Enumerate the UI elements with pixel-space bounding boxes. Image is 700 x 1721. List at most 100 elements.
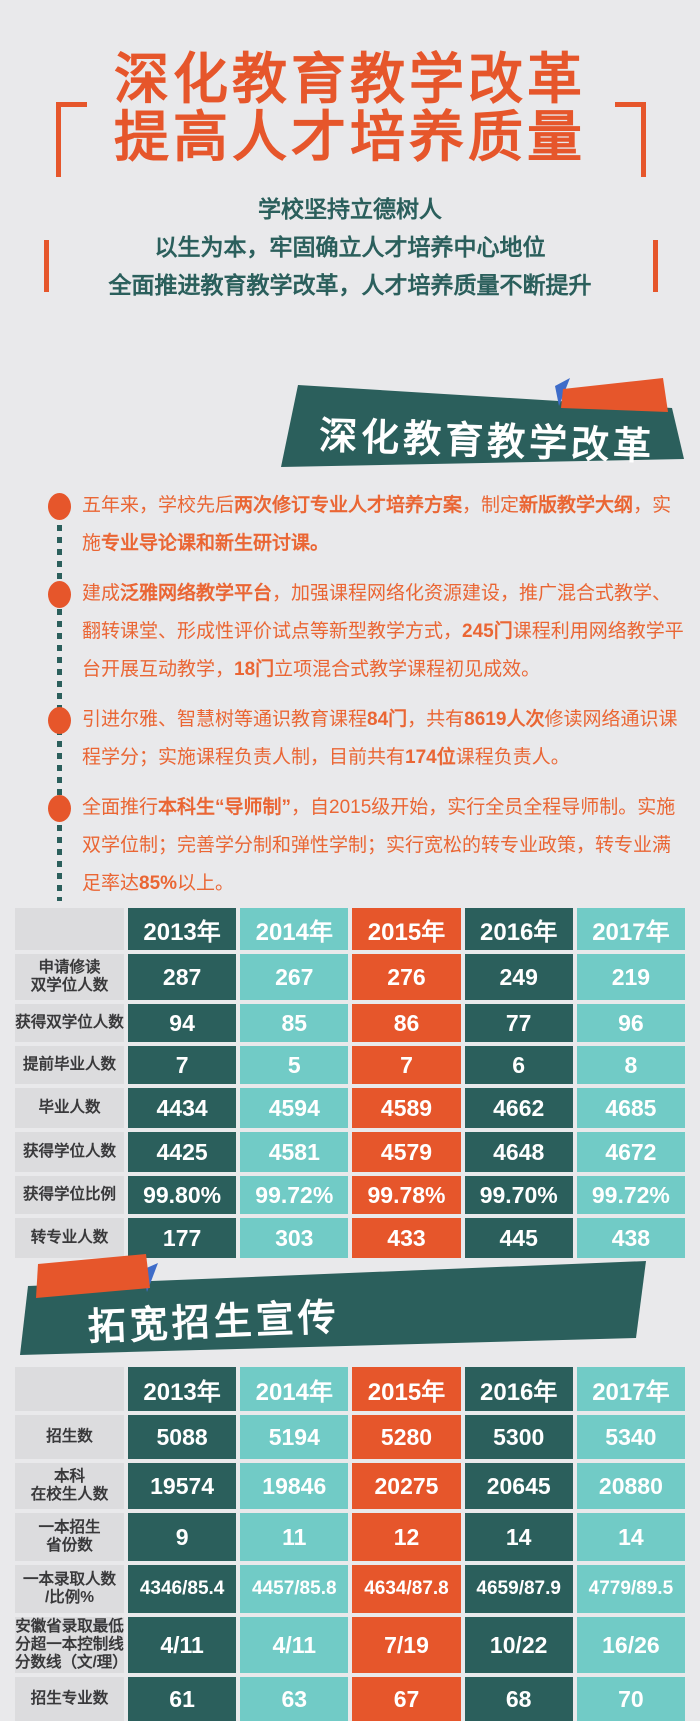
value-cell: 5280	[352, 1415, 461, 1459]
table-corner-cell	[15, 1367, 124, 1411]
value-cell: 10/22	[464, 1617, 573, 1673]
table-row: 获得学位比例 99.80% 99.72% 99.78% 99.70% 99.72%	[15, 1176, 685, 1214]
table-corner-cell	[15, 908, 124, 950]
page-title-line1: 深化教育教学改革	[113, 48, 586, 110]
value-cell: 68	[464, 1677, 573, 1721]
value-cell: 11	[240, 1513, 349, 1561]
value-cell: 4659/87.9	[464, 1565, 573, 1613]
value-cell: 67	[352, 1677, 461, 1721]
enrollment-table: 2013年 2014年 2015年 2016年 2017年 招生数 5088 5194 5280…	[15, 1367, 685, 1721]
frame-bar-bottom-right	[653, 240, 658, 292]
subtitle-line: 全面推进教育教学改革，人才培养质量不断提升	[108, 272, 592, 298]
bullet-dot-icon	[48, 493, 71, 520]
subtitle-line: 以生为本，牢固确立人才培养中心地位	[154, 234, 546, 260]
value-cell: 99.72%	[576, 1176, 685, 1214]
value-cell: 5194	[240, 1415, 349, 1459]
year-header-cell: 2016年	[464, 908, 573, 950]
value-cell: 4/11	[240, 1617, 349, 1673]
page-title-line2: 提高人才培养质量	[113, 106, 586, 168]
value-cell: 99.72%	[240, 1176, 349, 1214]
value-cell: 99.78%	[352, 1176, 461, 1214]
enrollment-banner: 拓宽招生宣传	[20, 1254, 646, 1355]
value-cell: 4648	[464, 1132, 573, 1172]
value-cell: 4589	[352, 1088, 461, 1128]
value-cell: 20880	[576, 1463, 685, 1509]
value-cell: 7	[352, 1046, 461, 1084]
table-row: 转专业人数 177 303 433 445 438	[15, 1218, 685, 1258]
bullet-dot-icon	[48, 795, 71, 822]
bullet-item: 五年来，学校先后两次修订专业人才培养方案，制定新版教学大纲，实施专业导论课和新生…	[40, 487, 688, 563]
bullet-item: 建成泛雅网络教学平台，加强课程网络化资源建设，推广混合式教学、翻转课堂、形成性评…	[40, 575, 688, 689]
value-cell: 99.80%	[128, 1176, 237, 1214]
year-header-cell: 2015年	[352, 1367, 461, 1411]
value-cell: 5340	[576, 1415, 685, 1459]
value-cell: 445	[464, 1218, 573, 1258]
value-cell: 4346/85.4	[128, 1565, 237, 1613]
reform-banner: 深化教育教学改革	[281, 378, 684, 469]
bullet-item: 全面推行本科生“导师制”，自2015级开始，实行全员全程导师制。实施双学位制；完…	[40, 789, 688, 903]
row-label-cell: 招生专业数	[15, 1677, 124, 1721]
value-cell: 61	[128, 1677, 237, 1721]
year-header-cell: 2014年	[240, 1367, 349, 1411]
table-row: 招生数 5088 5194 5280 5300 5340	[15, 1415, 685, 1459]
value-cell: 70	[576, 1677, 685, 1721]
value-cell: 77	[464, 1004, 573, 1042]
value-cell: 4581	[240, 1132, 349, 1172]
bullet-dot-icon	[48, 707, 71, 734]
value-cell: 4672	[576, 1132, 685, 1172]
frame-corner-top-right	[615, 102, 646, 177]
table-row: 一本录取人数 /比例% 4346/85.4 4457/85.8 4634/87.8 46…	[15, 1565, 685, 1613]
bullet-text: 引进尔雅、智慧树等通识教育课程84门，共有8619人次修读网络通识课程学分；实施…	[82, 709, 678, 768]
row-label-cell: 申请修读 双学位人数	[15, 954, 124, 1000]
frame-bar-bottom-left	[44, 240, 49, 292]
table-row: 获得学位人数 4425 4581 4579 4648 4672	[15, 1132, 685, 1172]
value-cell: 438	[576, 1218, 685, 1258]
table-row: 提前毕业人数 7 5 7 6 8	[15, 1046, 685, 1084]
reform-bullet-list: 五年来，学校先后两次修订专业人才培养方案，制定新版教学大纲，实施专业导论课和新生…	[40, 487, 688, 915]
value-cell: 267	[240, 954, 349, 1000]
value-cell: 6	[464, 1046, 573, 1084]
value-cell: 19574	[128, 1463, 237, 1509]
year-header-cell: 2017年	[576, 1367, 685, 1411]
banner-teal-shape	[20, 1261, 646, 1355]
value-cell: 4425	[128, 1132, 237, 1172]
year-header-cell: 2013年	[128, 1367, 237, 1411]
value-cell: 177	[128, 1218, 237, 1258]
row-label-cell: 安徽省录取最低 分超一本控制线 分数线（文/理）	[15, 1617, 128, 1673]
value-cell: 4662	[464, 1088, 573, 1128]
banner-orange-accent	[36, 1254, 150, 1298]
row-label-cell: 获得学位人数	[15, 1132, 124, 1172]
value-cell: 5	[240, 1046, 349, 1084]
year-header-cell: 2016年	[464, 1367, 573, 1411]
value-cell: 14	[576, 1513, 685, 1561]
value-cell: 9	[128, 1513, 237, 1561]
value-cell: 303	[240, 1218, 349, 1258]
value-cell: 4434	[128, 1088, 237, 1128]
row-label-cell: 获得双学位人数	[15, 1004, 124, 1042]
subtitle-line: 学校坚持立德树人	[258, 196, 442, 222]
row-label-cell: 一本招生 省份数	[15, 1513, 124, 1561]
banner-orange-accent	[561, 378, 668, 412]
value-cell: 4634/87.8	[352, 1565, 461, 1613]
value-cell: 16/26	[576, 1617, 685, 1673]
table-row: 获得双学位人数 94 85 86 77 96	[15, 1004, 685, 1042]
year-header-cell: 2013年	[128, 908, 237, 950]
value-cell: 4579	[352, 1132, 461, 1172]
value-cell: 96	[576, 1004, 685, 1042]
value-cell: 5088	[128, 1415, 237, 1459]
value-cell: 276	[352, 954, 461, 1000]
table-row: 申请修读 双学位人数 287 267 276 249 219	[15, 954, 685, 1000]
bullet-dot-icon	[48, 581, 71, 608]
value-cell: 249	[464, 954, 573, 1000]
frame-corner-top-left	[56, 102, 87, 177]
value-cell: 20275	[352, 1463, 461, 1509]
bullet-text: 建成泛雅网络教学平台，加强课程网络化资源建设，推广混合式教学、翻转课堂、形成性评…	[82, 583, 684, 680]
value-cell: 14	[464, 1513, 573, 1561]
year-header-cell: 2017年	[576, 908, 685, 950]
value-cell: 99.70%	[464, 1176, 573, 1214]
row-label-cell: 获得学位比例	[15, 1176, 124, 1214]
row-label-cell: 毕业人数	[15, 1088, 124, 1128]
value-cell: 287	[128, 954, 237, 1000]
value-cell: 8	[576, 1046, 685, 1084]
bullet-text: 全面推行本科生“导师制”，自2015级开始，实行全员全程导师制。实施双学位制；完…	[82, 797, 676, 894]
